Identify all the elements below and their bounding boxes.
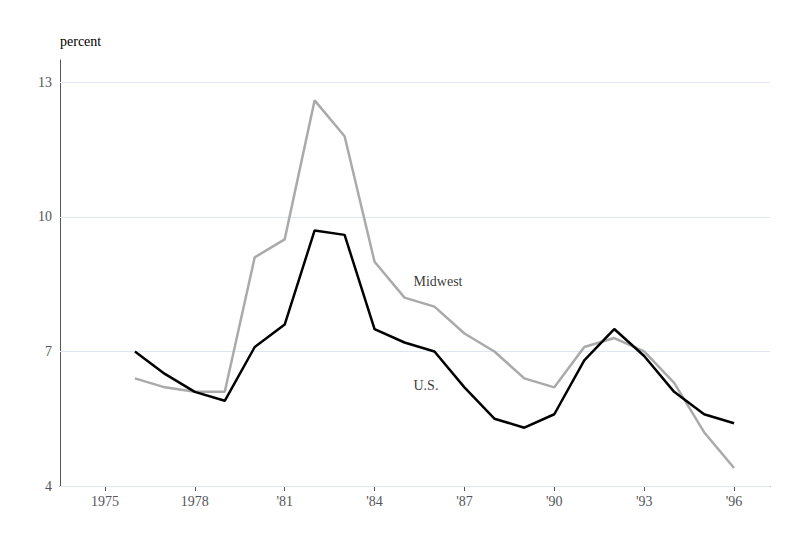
svg-text:'96: '96 <box>726 494 743 509</box>
svg-text:U.S.: U.S. <box>414 378 439 393</box>
svg-text:Midwest: Midwest <box>414 274 463 289</box>
svg-text:'93: '93 <box>636 494 653 509</box>
svg-text:7: 7 <box>45 344 52 359</box>
svg-text:percent: percent <box>60 34 101 49</box>
svg-text:'90: '90 <box>546 494 563 509</box>
svg-text:'84: '84 <box>366 494 383 509</box>
svg-text:4: 4 <box>45 479 52 494</box>
svg-text:10: 10 <box>38 209 52 224</box>
svg-text:'81: '81 <box>276 494 293 509</box>
svg-text:1978: 1978 <box>181 494 209 509</box>
svg-text:13: 13 <box>38 75 52 90</box>
svg-text:1975: 1975 <box>91 494 119 509</box>
svg-text:'87: '87 <box>456 494 473 509</box>
